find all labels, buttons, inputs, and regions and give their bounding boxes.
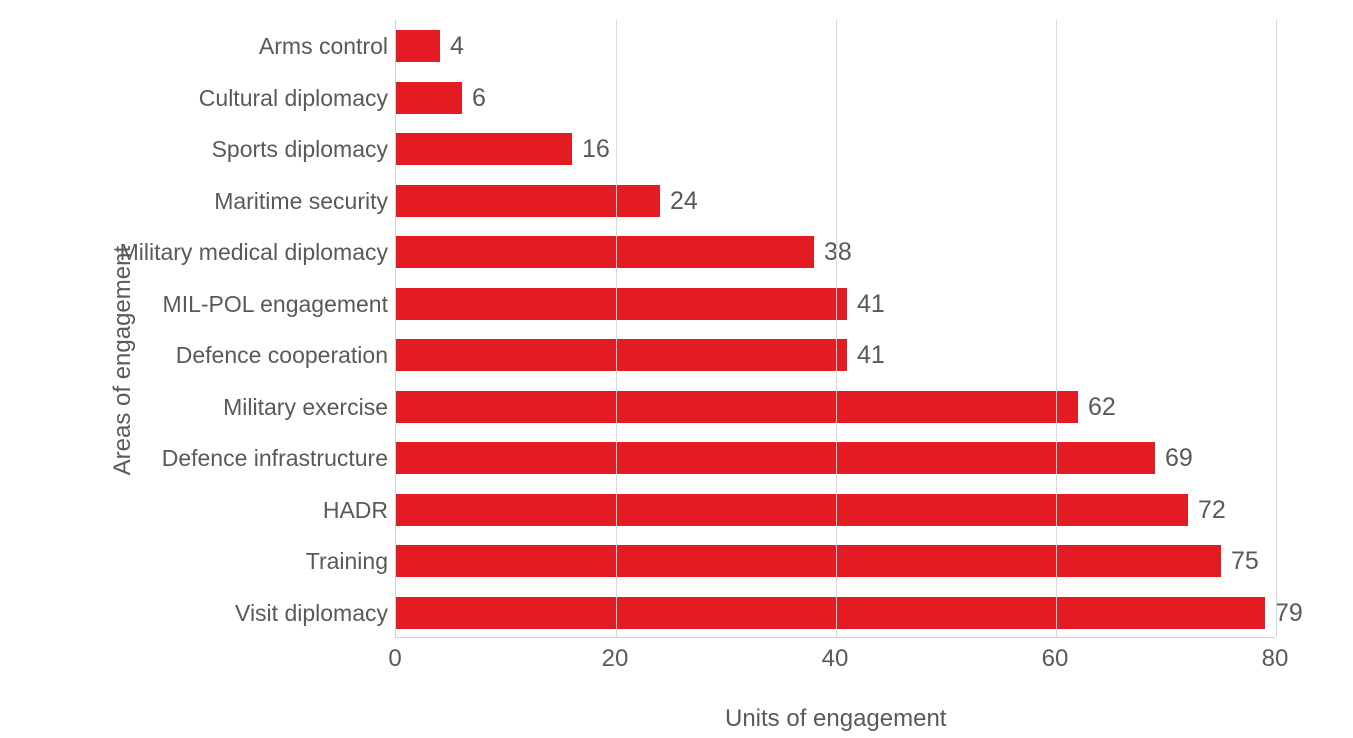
- bar-value-label: 75: [1231, 547, 1259, 576]
- bar-value-label: 69: [1165, 444, 1193, 473]
- bar-value-label: 24: [670, 187, 698, 216]
- bar-value-label: 79: [1275, 599, 1303, 628]
- bar-value-label: 38: [824, 238, 852, 267]
- bar-value-label: 62: [1088, 393, 1116, 422]
- y-tick-label: Arms control: [28, 33, 388, 60]
- x-tick-label: 80: [1262, 645, 1289, 673]
- y-tick-label: Maritime security: [28, 188, 388, 215]
- y-tick-label: Military medical diplomacy: [28, 239, 388, 266]
- x-tick-label: 40: [822, 645, 849, 673]
- y-tick-label: Training: [28, 548, 388, 575]
- bar: [396, 82, 462, 114]
- bar: [396, 185, 660, 217]
- bar: [396, 545, 1221, 577]
- y-tick-label: Defence infrastructure: [28, 445, 388, 472]
- x-tick-label: 60: [1042, 645, 1069, 673]
- bar: [396, 288, 847, 320]
- bar: [396, 494, 1188, 526]
- bar-value-label: 4: [450, 32, 464, 61]
- bar: [396, 236, 814, 268]
- bar: [396, 442, 1155, 474]
- y-tick-label: Sports diplomacy: [28, 136, 388, 163]
- y-tick-label: HADR: [28, 497, 388, 524]
- y-tick-label: MIL-POL engagement: [28, 291, 388, 318]
- gridline: [1056, 20, 1057, 637]
- plot-area: 4616243841416269727579: [395, 20, 1275, 638]
- bar-value-label: 72: [1198, 496, 1226, 525]
- bar: [396, 30, 440, 62]
- x-axis-title: Units of engagement: [725, 705, 946, 733]
- bar-value-label: 41: [857, 290, 885, 319]
- y-tick-label: Cultural diplomacy: [28, 85, 388, 112]
- bar: [396, 133, 572, 165]
- gridline: [1276, 20, 1277, 637]
- gridline: [616, 20, 617, 637]
- chart-container: Areas of engagement 46162438414162697275…: [0, 0, 1353, 738]
- bar: [396, 339, 847, 371]
- y-tick-label: Military exercise: [28, 394, 388, 421]
- x-tick-label: 20: [602, 645, 629, 673]
- bar: [396, 597, 1265, 629]
- bar-value-label: 41: [857, 341, 885, 370]
- bar-value-label: 6: [472, 84, 486, 113]
- y-tick-label: Defence cooperation: [28, 342, 388, 369]
- gridline: [836, 20, 837, 637]
- bar-value-label: 16: [582, 135, 610, 164]
- y-tick-label: Visit diplomacy: [28, 600, 388, 627]
- bar: [396, 391, 1078, 423]
- x-tick-label: 0: [388, 645, 401, 673]
